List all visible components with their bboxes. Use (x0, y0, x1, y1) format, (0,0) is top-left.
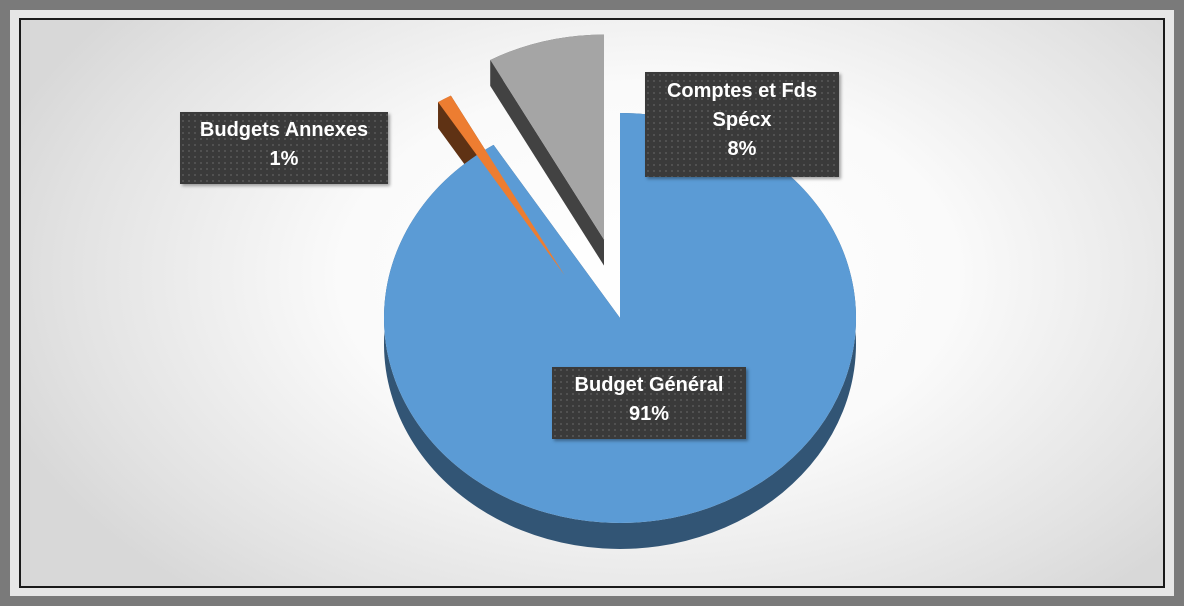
slice-name: Budget Général (574, 374, 724, 396)
data-label-budget-general: Budget Général 91% (552, 367, 746, 439)
slice-budgets-annexes (438, 95, 565, 276)
slice-percent: 8% (727, 138, 757, 160)
data-label-comptes-fds: Comptes et Fds Spécx 8% (645, 72, 839, 177)
slice-name: Comptes et Fds Spécx (666, 80, 818, 131)
slice-comptes-et-fds-specx (490, 34, 605, 240)
slice-name: Budgets Annexes (199, 119, 369, 141)
data-label-budgets-annexes: Budgets Annexes 1% (180, 112, 388, 184)
slice-percent: 91% (628, 403, 670, 425)
slice-wall-comptes-et-fds-specx-0 (490, 59, 605, 266)
slice-percent: 1% (269, 148, 299, 170)
